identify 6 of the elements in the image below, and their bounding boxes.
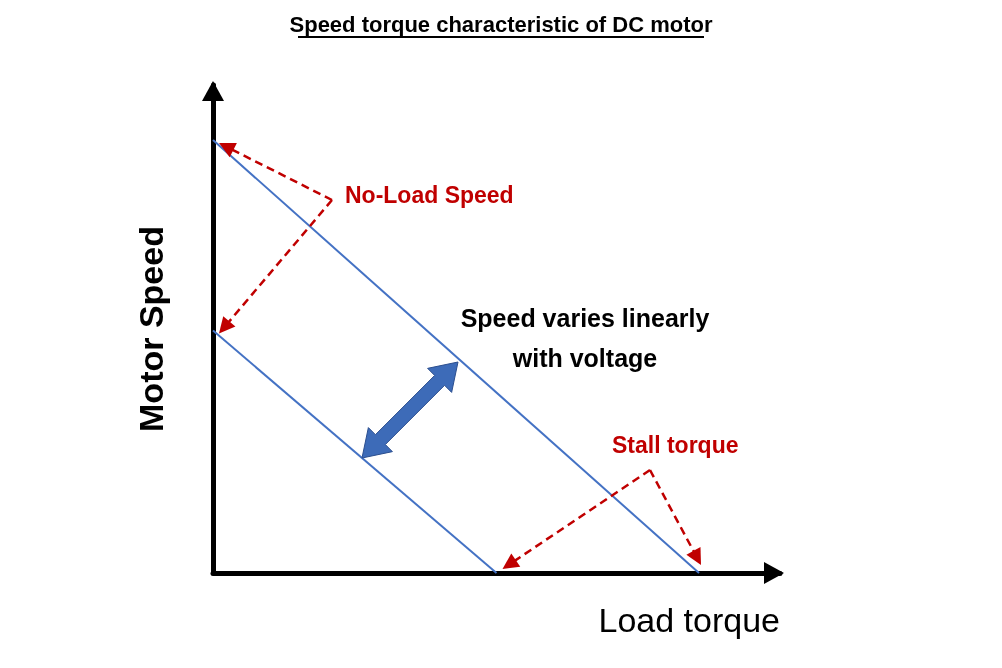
y-axis-title: Motor Speed	[132, 226, 170, 432]
chart-title: Speed torque characteristic of DC motor	[289, 11, 713, 37]
annotation: No-Load Speed	[345, 182, 514, 208]
x-axis-title: Load torque	[598, 601, 780, 639]
annotation: Speed varies linearly with voltage	[460, 304, 710, 372]
annotation: Stall torque	[612, 432, 739, 458]
